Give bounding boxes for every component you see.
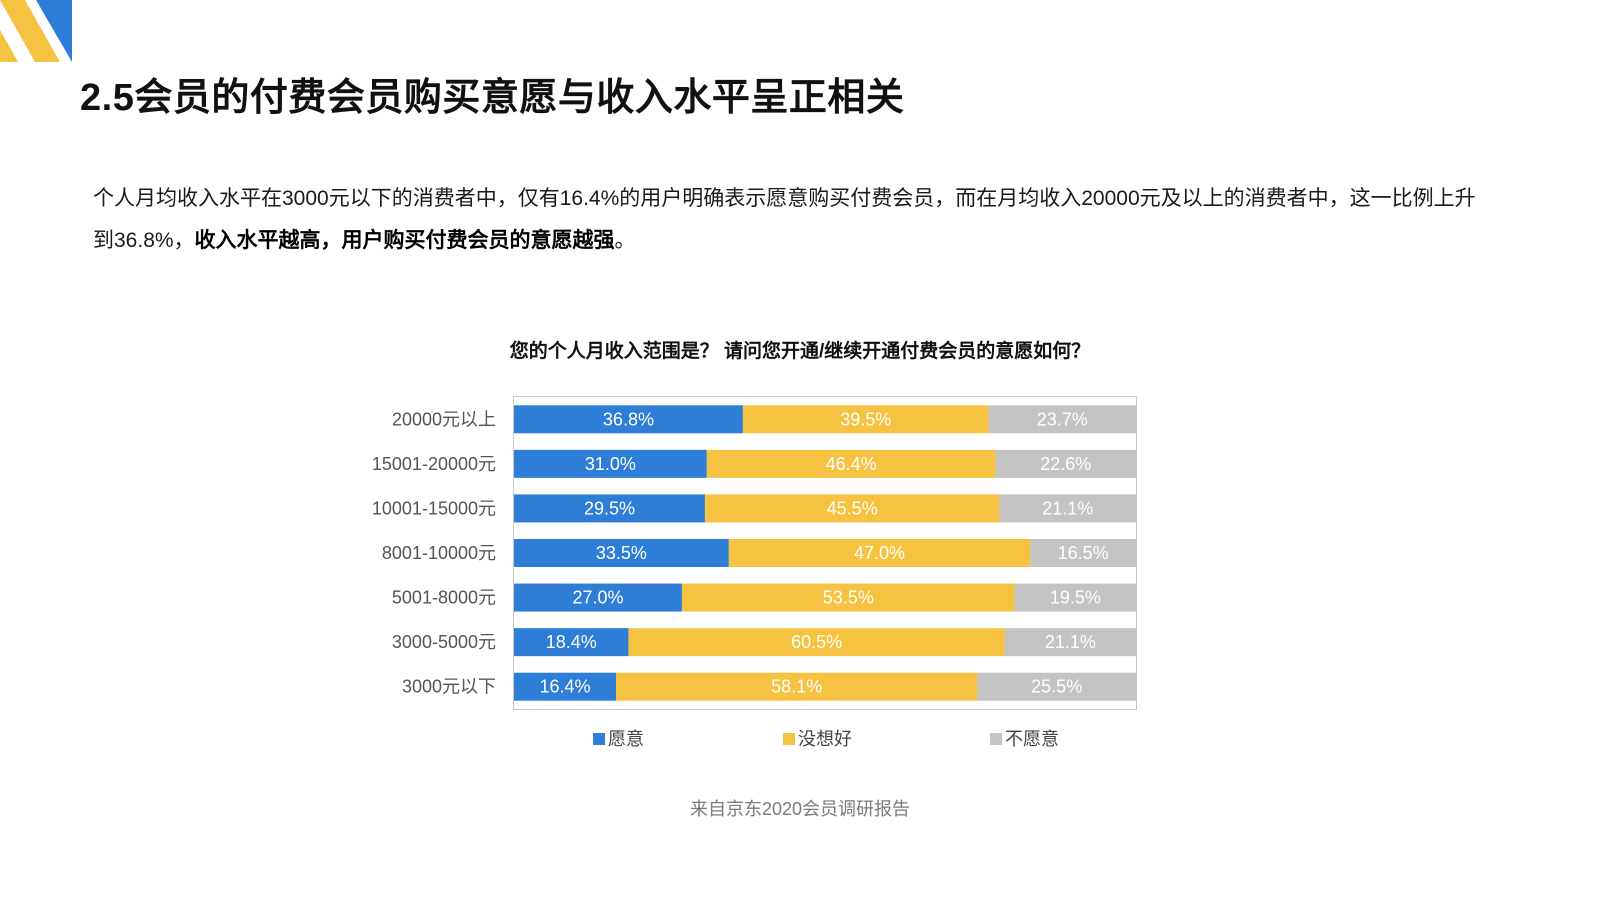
deco-yellow-stripe bbox=[0, 0, 60, 62]
data-label: 36.8% bbox=[603, 409, 654, 429]
data-label: 21.1% bbox=[1045, 632, 1096, 652]
description-paragraph: 个人月均收入水平在3000元以下的消费者中，仅有16.4%的用户明确表示愿意购买… bbox=[93, 178, 1493, 262]
category-label: 3000-5000元 bbox=[392, 632, 496, 652]
bar-segment bbox=[995, 449, 1136, 478]
bar-segment bbox=[628, 628, 1005, 657]
category-label: 20000元以上 bbox=[392, 409, 496, 429]
legend-swatch bbox=[990, 733, 1002, 745]
data-label: 45.5% bbox=[827, 498, 878, 518]
plot-frame bbox=[513, 396, 1137, 710]
deco-blue-stripe bbox=[36, 0, 72, 62]
legend-label: 没想好 bbox=[798, 729, 852, 749]
bar-segment bbox=[728, 539, 1031, 567]
bar-segment bbox=[704, 494, 1000, 523]
bar-segment bbox=[681, 583, 1015, 612]
category-label: 10001-15000元 bbox=[372, 498, 496, 518]
category-label: 8001-10000元 bbox=[382, 543, 496, 563]
data-label: 29.5% bbox=[584, 498, 635, 518]
data-label: 46.4% bbox=[826, 454, 877, 474]
bar-segment bbox=[514, 628, 629, 657]
bar-segment bbox=[1030, 539, 1136, 567]
page-title: 2.5会员的付费会员购买意愿与收入水平呈正相关 bbox=[80, 77, 905, 119]
source-note: 来自京东2020会员调研报告 bbox=[689, 799, 911, 819]
category-label: 5001-8000元 bbox=[392, 588, 496, 608]
bar-segment bbox=[514, 494, 705, 523]
legend-label: 愿意 bbox=[608, 729, 644, 749]
description-highlight: 收入水平越高，用户购买付费会员的意愿越强 bbox=[194, 229, 615, 252]
bar-segment bbox=[514, 583, 682, 612]
bar-segment bbox=[514, 405, 743, 434]
legend-swatch bbox=[783, 733, 795, 745]
bar-segment bbox=[988, 405, 1136, 434]
bar-segment bbox=[706, 449, 996, 478]
legend-swatch bbox=[593, 733, 605, 745]
description-text: 个人月均收入水平在3000元以下的消费者中，仅有16.4%的用户明确表示愿意购买… bbox=[93, 187, 1476, 252]
bar-segment bbox=[514, 449, 707, 478]
data-label: 21.1% bbox=[1042, 498, 1093, 518]
data-label: 22.6% bbox=[1040, 454, 1091, 474]
corner-decoration bbox=[0, 0, 72, 62]
stacked-bar-chart: 20000元以上 36.8% 39.5% 23.7% 15001-20000元 31.0%… bbox=[372, 396, 1137, 749]
bar-segment bbox=[1004, 628, 1136, 657]
data-label: 23.7% bbox=[1037, 409, 1088, 429]
data-label: 39.5% bbox=[840, 409, 891, 429]
bar-segment bbox=[999, 494, 1136, 523]
data-label: 33.5% bbox=[596, 543, 647, 563]
data-label: 27.0% bbox=[572, 588, 623, 608]
bar-segment bbox=[742, 405, 989, 434]
chart-title: 您的个人月收入范围是？ 请问您开通/继续开通付费会员的意愿如何？ bbox=[509, 341, 1091, 362]
bar-segment bbox=[514, 539, 729, 567]
data-label: 60.5% bbox=[791, 632, 842, 652]
legend-label: 不愿意 bbox=[1005, 729, 1059, 749]
data-label: 18.4% bbox=[546, 632, 597, 652]
data-label: 16.4% bbox=[539, 677, 590, 697]
bar-segment bbox=[977, 672, 1136, 701]
data-label: 53.5% bbox=[823, 588, 874, 608]
data-label: 16.5% bbox=[1058, 543, 1109, 563]
deco-yellow-small bbox=[0, 30, 18, 62]
bar-segment bbox=[616, 672, 978, 701]
data-label: 58.1% bbox=[771, 677, 822, 697]
category-label: 3000元以下 bbox=[402, 677, 496, 697]
description-end: 。 bbox=[614, 229, 636, 252]
category-label: 15001-20000元 bbox=[372, 454, 496, 474]
data-label: 25.5% bbox=[1031, 677, 1082, 697]
bar-segment bbox=[1014, 583, 1136, 612]
data-label: 47.0% bbox=[854, 543, 905, 563]
data-label: 19.5% bbox=[1050, 588, 1101, 608]
data-label: 31.0% bbox=[585, 454, 636, 474]
bar-segment bbox=[514, 672, 617, 701]
